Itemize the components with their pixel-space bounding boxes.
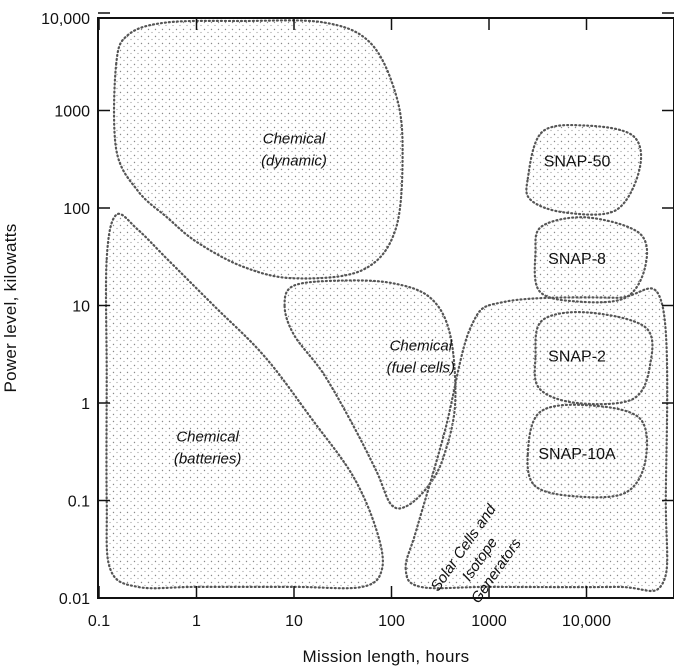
region-snap-50-fill xyxy=(526,125,642,215)
x-tick-label: 10 xyxy=(285,613,303,630)
region-snap-10a-fill xyxy=(527,404,648,498)
region-label-snap-8: SNAP-8 xyxy=(548,251,606,268)
y-tick-label: 100 xyxy=(63,201,90,218)
y-tick-label: 0.1 xyxy=(68,494,90,511)
x-tick-label: 1 xyxy=(192,613,201,630)
regions xyxy=(104,19,669,593)
x-tick-label: 10,000 xyxy=(562,613,611,630)
y-tick-label: 1000 xyxy=(54,104,90,121)
region-chemical-batteries-fill xyxy=(105,213,383,589)
region-label-snap-50: SNAP-50 xyxy=(544,153,611,170)
region-snap-50-boundary xyxy=(525,123,643,216)
x-tick-label: 1000 xyxy=(471,613,507,630)
y-tick-label: 10,000 xyxy=(41,11,90,28)
region-chemical-batteries-boundary xyxy=(104,212,384,590)
region-solar-cells-isotope-generators-boundary xyxy=(404,287,669,593)
region-chemical-fuel-cells-fill xyxy=(284,280,456,509)
region-snap-8-fill xyxy=(534,217,648,303)
y-tick-label: 1 xyxy=(81,396,90,413)
y-axis-ticks: 0.01 0.1 1 10 100 1000 10,000 xyxy=(41,11,674,608)
region-label-chemical-fuel-cells: Chemical (fuel cells) xyxy=(387,337,455,376)
x-axis-title: Mission length, hours xyxy=(303,647,470,666)
region-snap-2-fill xyxy=(534,312,653,405)
plot-frame xyxy=(97,17,674,599)
region-chemical-dynamic-boundary xyxy=(112,19,404,280)
region-snap-8-boundary xyxy=(533,216,649,304)
x-axis-ticks: 0.1 1 10 100 1000 10,000 xyxy=(88,18,611,630)
region-label-snap-10a: SNAP-10A xyxy=(538,446,616,463)
y-axis-title: Power level, kilowatts xyxy=(1,223,20,392)
region-label-chemical-dynamic: Chemical (dynamic) xyxy=(261,130,327,169)
region-label-snap-2: SNAP-2 xyxy=(548,348,606,365)
region-snap-2-boundary xyxy=(533,311,654,406)
region-chemical-dynamic-fill xyxy=(114,20,403,279)
x-tick-label: 0.1 xyxy=(88,613,110,630)
region-snap-10a-boundary xyxy=(526,403,649,499)
x-tick-label: 100 xyxy=(378,613,405,630)
y-tick-label: 10 xyxy=(72,299,90,316)
region-label-chemical-batteries: Chemical (batteries) xyxy=(174,428,242,467)
y-tick-label: 0.01 xyxy=(59,591,90,608)
